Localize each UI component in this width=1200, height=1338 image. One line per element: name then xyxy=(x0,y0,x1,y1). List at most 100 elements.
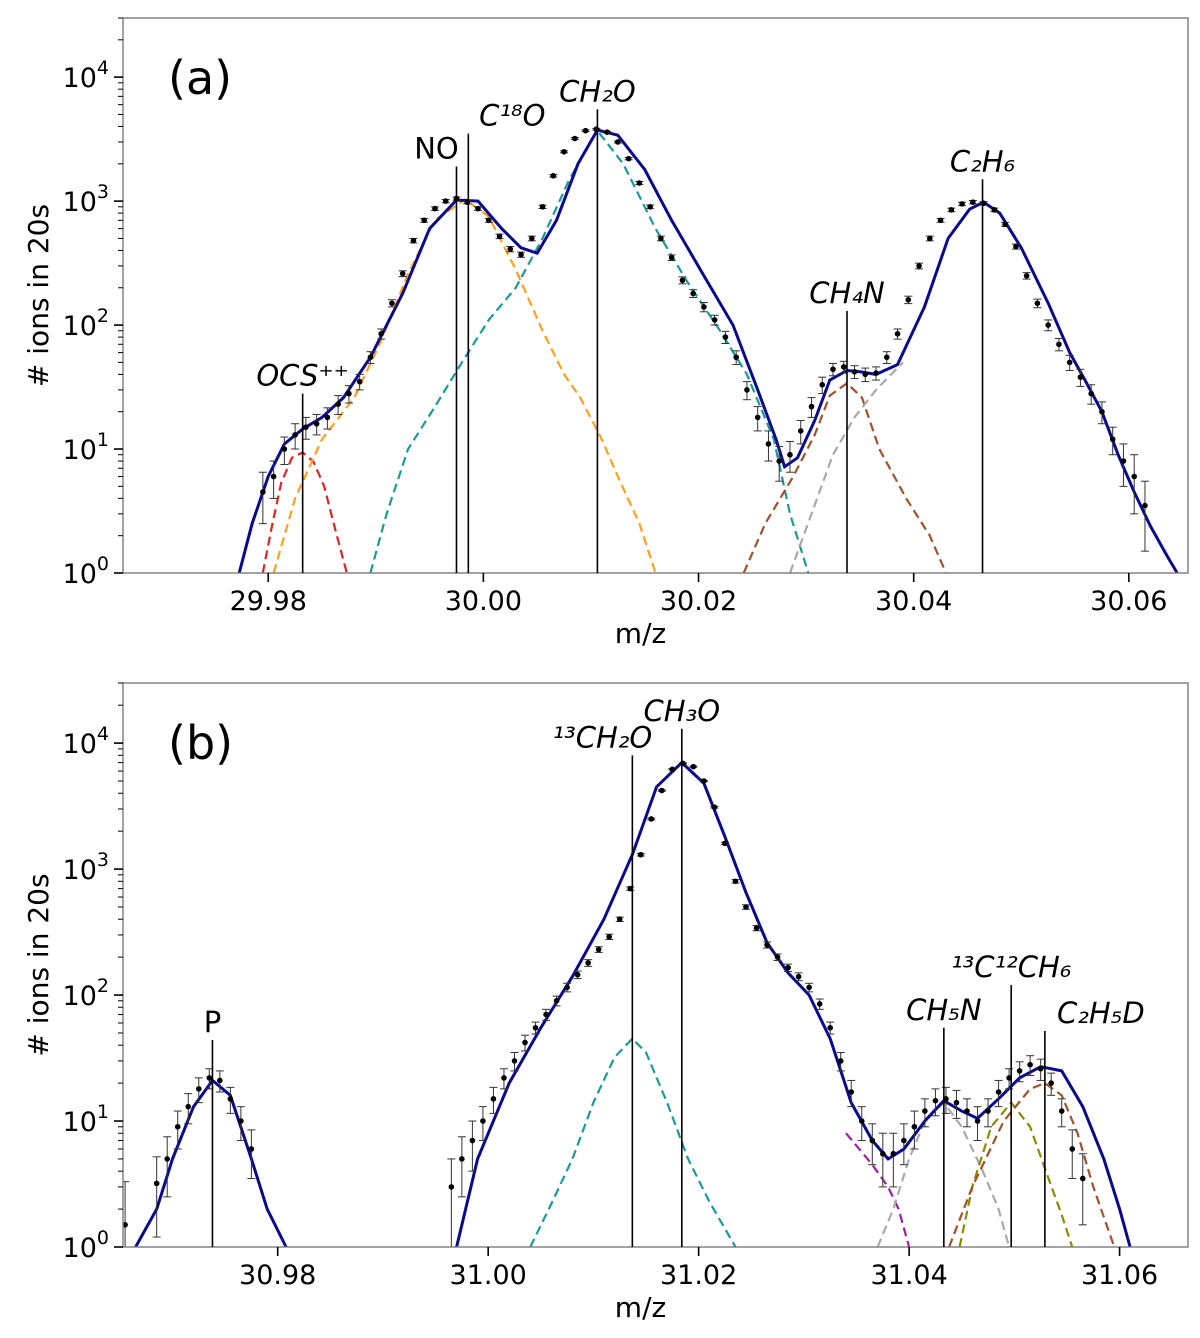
data-point xyxy=(247,1129,256,1179)
plot-area xyxy=(237,126,1179,573)
data-marker xyxy=(830,366,836,373)
data-point xyxy=(893,328,902,340)
data-point xyxy=(889,1132,898,1188)
data-marker xyxy=(816,1001,823,1007)
data-marker xyxy=(880,1150,886,1157)
data-point xyxy=(763,941,772,949)
data-marker xyxy=(680,760,686,767)
x-axis-label: m/z xyxy=(615,617,666,650)
data-point xyxy=(1054,337,1063,352)
data-point xyxy=(1001,221,1010,228)
data-marker xyxy=(827,1024,833,1031)
data-point xyxy=(1068,1129,1077,1179)
data-marker xyxy=(776,458,783,464)
data-marker xyxy=(1034,300,1041,307)
data-marker xyxy=(227,1096,234,1102)
data-point xyxy=(613,139,622,145)
data-point xyxy=(829,362,837,377)
data-point xyxy=(594,946,603,953)
data-marker xyxy=(894,331,901,337)
data-marker xyxy=(862,371,869,378)
data-point xyxy=(947,207,956,213)
data-marker xyxy=(1037,1065,1044,1072)
data-marker xyxy=(532,1024,539,1031)
data-point xyxy=(291,423,300,450)
data-marker xyxy=(964,1108,970,1114)
data-point xyxy=(904,295,913,305)
component-curve xyxy=(272,198,657,573)
data-point xyxy=(936,217,945,224)
data-point xyxy=(194,1077,203,1104)
data-marker xyxy=(795,973,802,980)
data-marker xyxy=(442,198,449,204)
x-tick-label: 30.02 xyxy=(660,586,737,617)
peak-label: OCS⁺⁺ xyxy=(256,359,349,393)
data-marker xyxy=(496,233,503,240)
data-point xyxy=(910,1110,919,1150)
data-marker xyxy=(1099,408,1105,415)
data-point xyxy=(495,233,504,240)
data-point xyxy=(994,1079,1003,1108)
data-marker xyxy=(518,251,524,258)
data-point xyxy=(215,1070,224,1093)
data-marker xyxy=(507,246,514,252)
data-marker xyxy=(744,387,750,393)
data-point xyxy=(258,471,267,525)
data-marker xyxy=(701,778,707,784)
data-point xyxy=(430,205,439,212)
data-point xyxy=(785,441,794,473)
data-point xyxy=(839,360,848,374)
data-point xyxy=(636,851,645,858)
data-point xyxy=(931,1088,940,1117)
data-marker xyxy=(848,1089,855,1095)
data-point xyxy=(409,237,418,244)
data-point xyxy=(710,804,719,810)
data-marker xyxy=(1002,221,1008,228)
data-marker xyxy=(869,1137,876,1144)
data-point xyxy=(657,787,666,794)
data-marker xyxy=(1016,1068,1023,1074)
data-marker xyxy=(711,317,718,323)
data-point xyxy=(847,1079,856,1108)
data-marker xyxy=(1079,1175,1086,1182)
data-marker xyxy=(164,1156,170,1162)
data-marker xyxy=(604,129,610,135)
data-marker xyxy=(543,1011,549,1018)
data-marker xyxy=(701,304,707,310)
y-tick-label: 100 xyxy=(63,553,109,590)
data-point xyxy=(603,129,612,135)
data-marker xyxy=(932,1097,939,1104)
data-point xyxy=(899,1123,908,1166)
data-marker xyxy=(753,925,760,931)
data-point xyxy=(517,251,526,258)
data-marker xyxy=(561,148,567,155)
data-point xyxy=(1087,384,1096,405)
component-curve xyxy=(742,381,948,573)
data-marker xyxy=(785,964,791,971)
data-point xyxy=(624,155,633,162)
data-marker xyxy=(905,296,912,303)
data-point xyxy=(344,385,353,404)
data-point xyxy=(990,207,999,213)
data-marker xyxy=(937,217,944,224)
data-point xyxy=(123,1181,130,1247)
data-marker xyxy=(883,354,890,361)
data-point xyxy=(689,763,698,770)
data-marker xyxy=(959,201,965,207)
y-axis-label: # ions in 20s xyxy=(22,204,55,387)
data-point xyxy=(1140,480,1149,552)
data-point xyxy=(387,299,396,308)
data-point xyxy=(1108,426,1117,456)
data-point xyxy=(963,1098,972,1128)
data-marker xyxy=(787,451,793,458)
peak-label: CH₄N xyxy=(809,276,884,310)
data-point xyxy=(323,407,332,430)
data-point xyxy=(549,173,558,179)
data-point xyxy=(815,998,824,1010)
data-point xyxy=(499,1068,508,1090)
data-marker xyxy=(303,424,309,431)
fit-curve xyxy=(455,760,1132,1247)
data-point xyxy=(973,1106,982,1142)
data-marker xyxy=(313,420,320,427)
component-curve xyxy=(958,1100,1074,1247)
